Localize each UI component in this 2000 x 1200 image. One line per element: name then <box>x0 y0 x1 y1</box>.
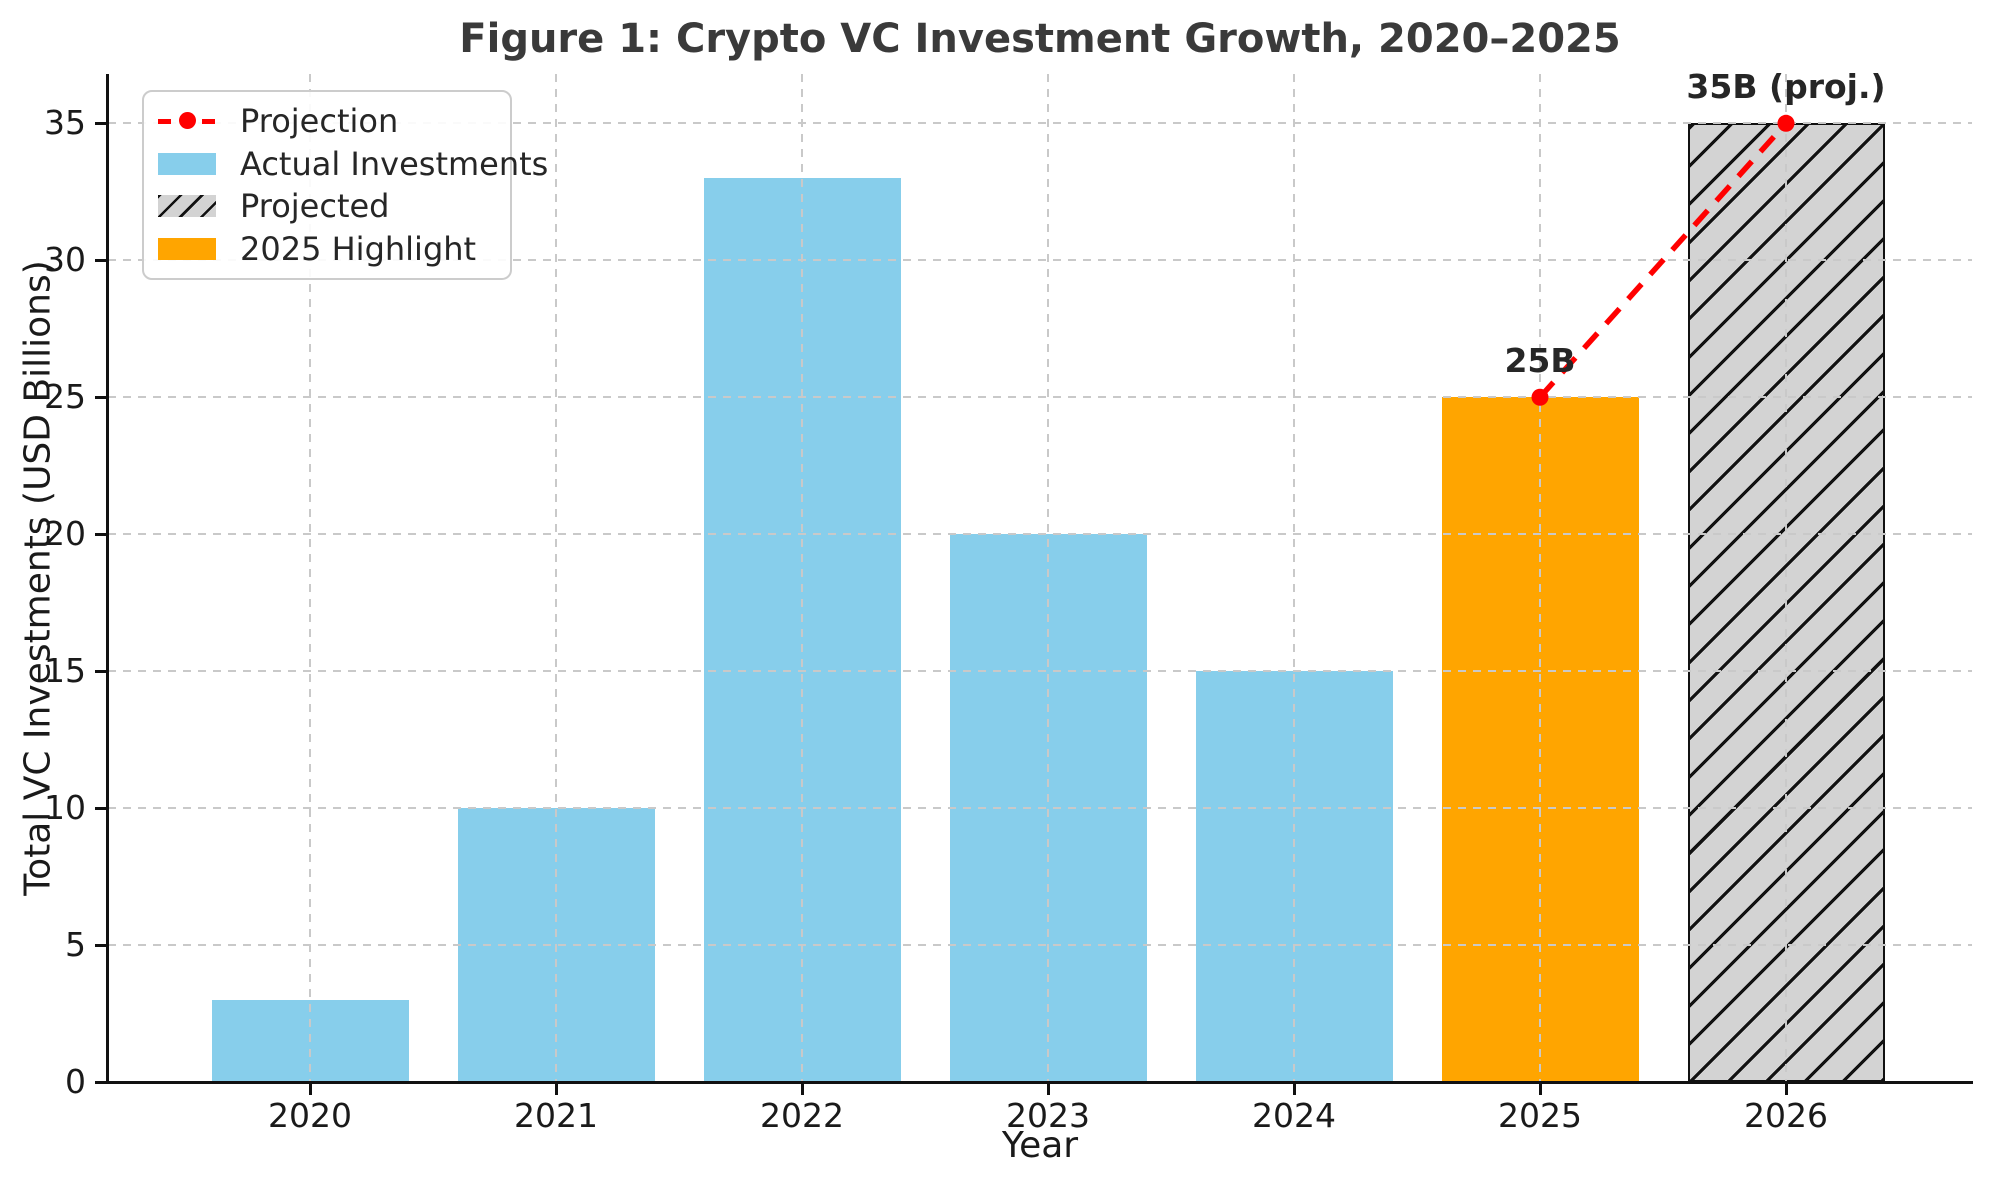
gridline-v-2023 <box>1047 74 1049 1082</box>
legend-item-3: Projected <box>158 185 496 228</box>
gridline-h-15 <box>108 670 1972 673</box>
y-tick-label-20: 20 <box>44 514 86 554</box>
gridline-v-2020 <box>309 74 311 1082</box>
y-tick-mark-15 <box>95 670 106 673</box>
x-tick-label-2025: 2025 <box>1498 1096 1582 1135</box>
gridline-v-2024 <box>1293 74 1295 1082</box>
x-tick-mark-2025 <box>1539 1084 1542 1095</box>
chart-title: Figure 1: Crypto VC Investment Growth, 2… <box>459 16 1621 62</box>
annotation-2025: 25B <box>1504 341 1576 381</box>
x-tick-label-2020: 2020 <box>268 1096 352 1135</box>
x-tick-label-2022: 2022 <box>760 1096 844 1135</box>
gridline-h-10 <box>108 807 1972 810</box>
legend-label: Projected <box>240 187 390 226</box>
plot-area: Projection Actual Investments Projected 202… <box>44 67 1973 1135</box>
x-tick-label-2026: 2026 <box>1744 1096 1828 1135</box>
x-tick-mark-2020 <box>309 1084 312 1095</box>
y-tick-label-25: 25 <box>44 377 86 417</box>
legend-swatch-dashed-line-marker <box>158 110 216 132</box>
annotation-2026: 35B (proj.) <box>1686 67 1886 107</box>
projection-marker-2026 <box>1777 114 1795 132</box>
x-tick-label-2024: 2024 <box>1252 1096 1336 1135</box>
gridline-h-20 <box>108 533 1972 536</box>
x-tick-mark-2022 <box>801 1084 804 1095</box>
projection-svg <box>1531 114 1795 406</box>
gridline-h-35 <box>108 122 1972 125</box>
gridline-v-2026 <box>1785 74 1787 1082</box>
gridline-v-2022 <box>801 74 803 1082</box>
y-tick-label-0: 0 <box>65 1062 86 1101</box>
legend-patch <box>158 152 216 175</box>
gridline-h-30 <box>108 259 1972 262</box>
y-tick-mark-25 <box>95 396 106 399</box>
legend: Projection Actual Investments Projected 202… <box>142 90 548 280</box>
x-tick-mark-2024 <box>1293 1084 1296 1095</box>
legend-swatch-patch <box>158 152 216 175</box>
legend-item-4: 2025 Highlight <box>158 228 496 271</box>
legend-label: Actual Investments <box>240 144 549 183</box>
y-tick-mark-30 <box>95 259 106 262</box>
y-tick-mark-5 <box>95 944 106 947</box>
y-tick-label-35: 35 <box>44 103 86 143</box>
y-tick-mark-10 <box>95 807 106 810</box>
legend-swatch-hatch-patch <box>158 195 216 218</box>
gridline-h-25 <box>108 396 1972 399</box>
x-tick-label-2021: 2021 <box>514 1096 598 1135</box>
y-tick-mark-0 <box>95 1081 106 1084</box>
gridline-v-2025 <box>1539 74 1541 1082</box>
y-axis-spine <box>106 74 109 1084</box>
legend-hatch-patch <box>158 195 216 218</box>
projection-line <box>1537 121 1789 400</box>
legend-label: Projection <box>240 102 399 141</box>
gridline-v-2021 <box>555 74 557 1082</box>
x-axis-label: Year <box>1001 1125 1079 1166</box>
x-tick-label-2023: 2023 <box>1006 1096 1090 1135</box>
y-tick-mark-20 <box>95 533 106 536</box>
x-axis-spine <box>106 1081 1973 1084</box>
legend-swatch-patch <box>158 237 216 260</box>
legend-marker-dot <box>179 112 196 130</box>
y-tick-label-15: 15 <box>44 651 86 691</box>
legend-label: 2025 Highlight <box>240 229 477 268</box>
gridline-h-5 <box>108 944 1972 947</box>
y-tick-label-10: 10 <box>44 788 86 828</box>
y-tick-label-5: 5 <box>65 925 86 965</box>
x-tick-mark-2021 <box>555 1084 558 1095</box>
x-tick-mark-2026 <box>1785 1084 1788 1095</box>
y-tick-label-30: 30 <box>44 240 86 280</box>
projection-marker-2025 <box>1531 388 1549 406</box>
legend-item-2: Actual Investments <box>158 143 548 186</box>
x-tick-mark-2023 <box>1047 1084 1050 1095</box>
y-tick-mark-35 <box>95 122 106 125</box>
legend-item-1: Projection <box>158 100 496 143</box>
legend-patch <box>158 237 216 260</box>
